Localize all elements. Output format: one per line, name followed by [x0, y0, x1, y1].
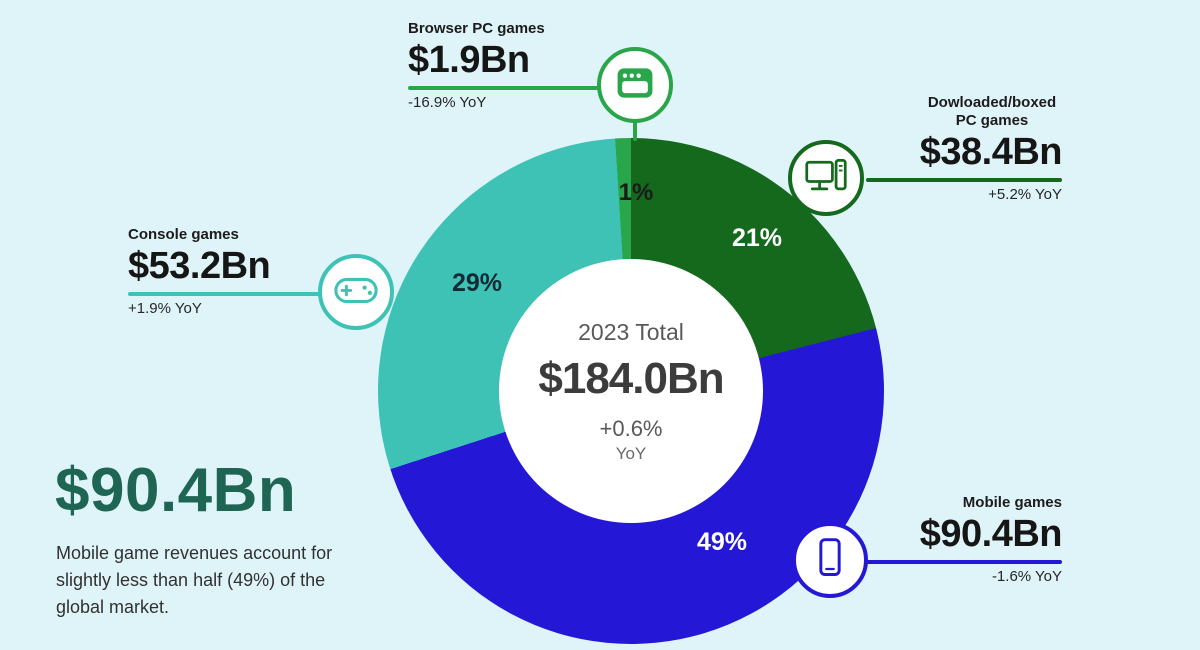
callout-console-label: Console games	[128, 226, 239, 243]
gamepad-icon	[333, 267, 379, 318]
slice-share-downloaded-pc: 21%	[731, 224, 783, 252]
center-yoy-suffix: YoY	[615, 443, 647, 463]
callout-mobile-games: Mobile games $90.4Bn -1.6% YoY	[866, 494, 1063, 585]
gamepad-icon-badge	[318, 254, 394, 330]
highlight-mobile-revenue: $90.4Bn	[55, 456, 297, 525]
callout-pc-yoy: +5.2% YoY	[988, 185, 1062, 203]
donut-chart	[378, 138, 884, 644]
callout-console-yoy: +1.9% YoY	[128, 299, 202, 317]
slice-share-browser: 1%	[618, 179, 654, 206]
callout-browser-connector-line	[408, 85, 608, 90]
desktop-pc-icon-badge	[788, 140, 864, 216]
slice-share-mobile: 49%	[696, 528, 748, 556]
center-total-value: $184.0Bn	[538, 353, 724, 403]
callout-browser-revenue: $1.9Bn	[408, 39, 530, 81]
highlight-description: Mobile game revenues account for slightl…	[56, 543, 333, 617]
callout-pc-label: Dowloaded/boxed PC games	[927, 94, 1057, 129]
desktop-pc-icon	[804, 154, 848, 203]
slice-share-console: 29%	[451, 269, 503, 297]
callout-browser-label: Browser PC games	[408, 20, 545, 37]
browser-window-icon	[613, 61, 657, 110]
smartphone-icon-badge	[792, 522, 868, 598]
callout-mobile-label: Mobile games	[962, 494, 1062, 511]
callout-pc-revenue: $38.4Bn	[919, 131, 1063, 173]
center-year-label: 2023 Total	[578, 318, 684, 345]
donut-hole	[499, 259, 763, 523]
callout-mobile-connector-line	[866, 559, 1062, 564]
browser-vertical-connector-line	[633, 119, 637, 141]
callout-console-revenue: $53.2Bn	[128, 245, 271, 287]
callout-browser-yoy: -16.9% YoY	[408, 93, 487, 111]
callout-mobile-revenue: $90.4Bn	[919, 513, 1063, 555]
callout-downloaded-pc-games: Dowloaded/boxed PC games $38.4Bn +5.2% Y…	[866, 94, 1063, 203]
chart-center-summary: 2023 Total $184.0Bn +0.6% YoY	[499, 259, 763, 523]
browser-icon-badge	[597, 47, 673, 123]
callout-console-connector-line	[128, 291, 320, 296]
callout-console-games: Console games $53.2Bn +1.9% YoY	[128, 226, 320, 317]
center-yoy-value: +0.6%	[599, 415, 663, 441]
callout-pc-connector-line	[866, 177, 1062, 182]
callout-mobile-yoy: -1.6% YoY	[991, 567, 1062, 585]
callout-browser-pc-games: Browser PC games $1.9Bn -16.9% YoY	[408, 20, 608, 111]
smartphone-icon	[808, 536, 852, 585]
